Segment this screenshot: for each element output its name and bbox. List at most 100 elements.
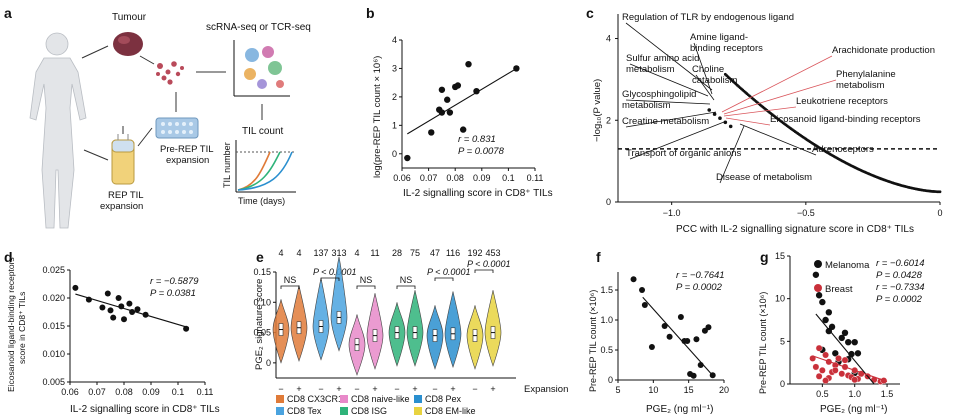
breast-point bbox=[822, 377, 829, 384]
panel-letter-g: g bbox=[760, 249, 769, 265]
y-tick-label: 0.10 bbox=[253, 297, 271, 307]
x-tick-label: + bbox=[412, 384, 417, 394]
breast-point bbox=[838, 370, 846, 378]
x-tick-label: − bbox=[278, 384, 283, 394]
y-tick-label: 5 bbox=[780, 336, 785, 346]
fit-line bbox=[407, 66, 520, 135]
pathway-point bbox=[707, 108, 712, 112]
y-tick-label: 4 bbox=[392, 35, 397, 45]
x-tick-label: 0.09 bbox=[142, 387, 160, 397]
significance-label: NS bbox=[360, 275, 373, 285]
data-point bbox=[473, 88, 480, 95]
legend-swatch bbox=[414, 407, 422, 415]
x-tick-label: 0.07 bbox=[420, 173, 438, 183]
umap-icon bbox=[233, 40, 290, 97]
melanoma-point bbox=[825, 327, 833, 335]
data-point bbox=[454, 82, 462, 89]
stat-r: r = −0.7641 bbox=[676, 270, 725, 281]
stat-r-melanoma: r = −0.6014 bbox=[876, 258, 925, 269]
panel-letter-f: f bbox=[596, 249, 601, 265]
annotation-leader-line bbox=[695, 74, 715, 101]
data-point bbox=[404, 154, 411, 162]
y-tick-label: 1.0 bbox=[600, 315, 613, 325]
pathway-annotation: Glycosphingolipid bbox=[622, 89, 696, 100]
data-point bbox=[693, 336, 700, 343]
melanoma-point bbox=[838, 334, 845, 342]
panel-letter-c: c bbox=[586, 5, 594, 21]
schematic-arrows bbox=[81, 45, 263, 161]
y-axis-label: Pre-REP TIL count (×10⁶) bbox=[588, 290, 598, 392]
breast-point bbox=[815, 344, 823, 352]
melanoma-point bbox=[854, 350, 862, 357]
annotation-leader-line bbox=[723, 79, 837, 115]
significance-label: NS bbox=[284, 275, 297, 285]
data-point bbox=[684, 338, 691, 344]
stat-r: r = 0.831 bbox=[458, 134, 496, 145]
y-tick-label: 2 bbox=[606, 115, 611, 125]
significance-bracket bbox=[396, 285, 416, 289]
human-figure-icon bbox=[29, 32, 87, 229]
x-tick-label: 0 bbox=[937, 208, 942, 218]
rep-label-2: expansion bbox=[100, 201, 143, 212]
x-tick-label: 15 bbox=[684, 385, 694, 395]
data-point bbox=[677, 314, 684, 320]
violin bbox=[330, 256, 348, 352]
rep-label-1: REP TIL bbox=[108, 190, 144, 201]
data-point bbox=[697, 362, 704, 368]
pathway-annotation: catabolism bbox=[692, 75, 737, 86]
x-tick-label: 0.08 bbox=[115, 387, 133, 397]
stat-r: r = −0.5879 bbox=[150, 276, 199, 287]
pathway-point bbox=[728, 124, 733, 129]
cell-count: 192 bbox=[467, 248, 482, 258]
panel-letter-e: e bbox=[256, 249, 264, 265]
x-tick-label: − bbox=[394, 384, 399, 394]
data-point bbox=[129, 309, 136, 315]
data-point bbox=[438, 109, 446, 116]
x-axis-label: PGE₂ (ng ml⁻¹) bbox=[646, 404, 714, 415]
data-point bbox=[661, 323, 668, 329]
legend-marker-melanoma bbox=[814, 260, 822, 268]
y-axis-label: PGE₂ signature score bbox=[254, 279, 265, 370]
melanoma-point bbox=[819, 298, 826, 306]
data-point bbox=[666, 333, 673, 340]
x-tick-label: 0.06 bbox=[61, 387, 79, 397]
legend-swatch bbox=[414, 395, 422, 403]
bioreactor-bag-icon bbox=[111, 134, 135, 185]
y-tick-label: 0.010 bbox=[42, 349, 65, 359]
x-tick-label: + bbox=[296, 384, 301, 394]
y-axis-label-1: Eicosanoid ligand-binding receptors bbox=[6, 257, 16, 392]
annotation-leader-line bbox=[625, 22, 713, 91]
pathway-annotation: Phenylalanine bbox=[836, 69, 896, 80]
melanoma-point bbox=[845, 338, 852, 346]
x-tick-label: + bbox=[372, 384, 377, 394]
significance-bracket bbox=[280, 285, 300, 289]
annotation-leader-line bbox=[693, 42, 713, 95]
data-point bbox=[183, 325, 190, 332]
cell-count: 4 bbox=[296, 248, 301, 258]
x-tick-label: 0.07 bbox=[88, 387, 106, 397]
x-tick-label: 0.1 bbox=[502, 173, 515, 183]
significance-label: P < 0.0001 bbox=[427, 267, 470, 277]
legend-label: CD8 CX3CR1 bbox=[287, 394, 343, 404]
significance-label: NS bbox=[400, 275, 413, 285]
melanoma-point bbox=[851, 338, 858, 346]
seq-label: scRNA-seq or TCR-seq bbox=[206, 22, 311, 33]
significance-label: P < 0.0001 bbox=[467, 259, 510, 269]
data-point bbox=[690, 372, 697, 379]
breast-point bbox=[822, 351, 829, 359]
x-tick-label: 0.5 bbox=[816, 389, 829, 399]
legend-swatch bbox=[276, 395, 284, 403]
y-tick-label: 1.5 bbox=[600, 285, 613, 295]
y-tick-label: 4 bbox=[606, 34, 611, 44]
dissociated-cells-icon bbox=[156, 61, 184, 85]
panel-d-scatter: 0.06 0.07 0.08 0.09 0.1 0.11 0.005 0.010 0.015 0.… bbox=[6, 257, 220, 415]
cell-count: 137 bbox=[313, 248, 328, 258]
data-point bbox=[639, 287, 646, 293]
pathway-annotation: binding receptors bbox=[690, 43, 763, 54]
data-point bbox=[99, 304, 106, 311]
tumour-label: Tumour bbox=[112, 12, 147, 23]
data-point bbox=[126, 300, 133, 307]
violin bbox=[312, 277, 330, 361]
legend-label: CD8 ISG bbox=[351, 406, 387, 416]
annotation-leader-line bbox=[721, 55, 833, 113]
